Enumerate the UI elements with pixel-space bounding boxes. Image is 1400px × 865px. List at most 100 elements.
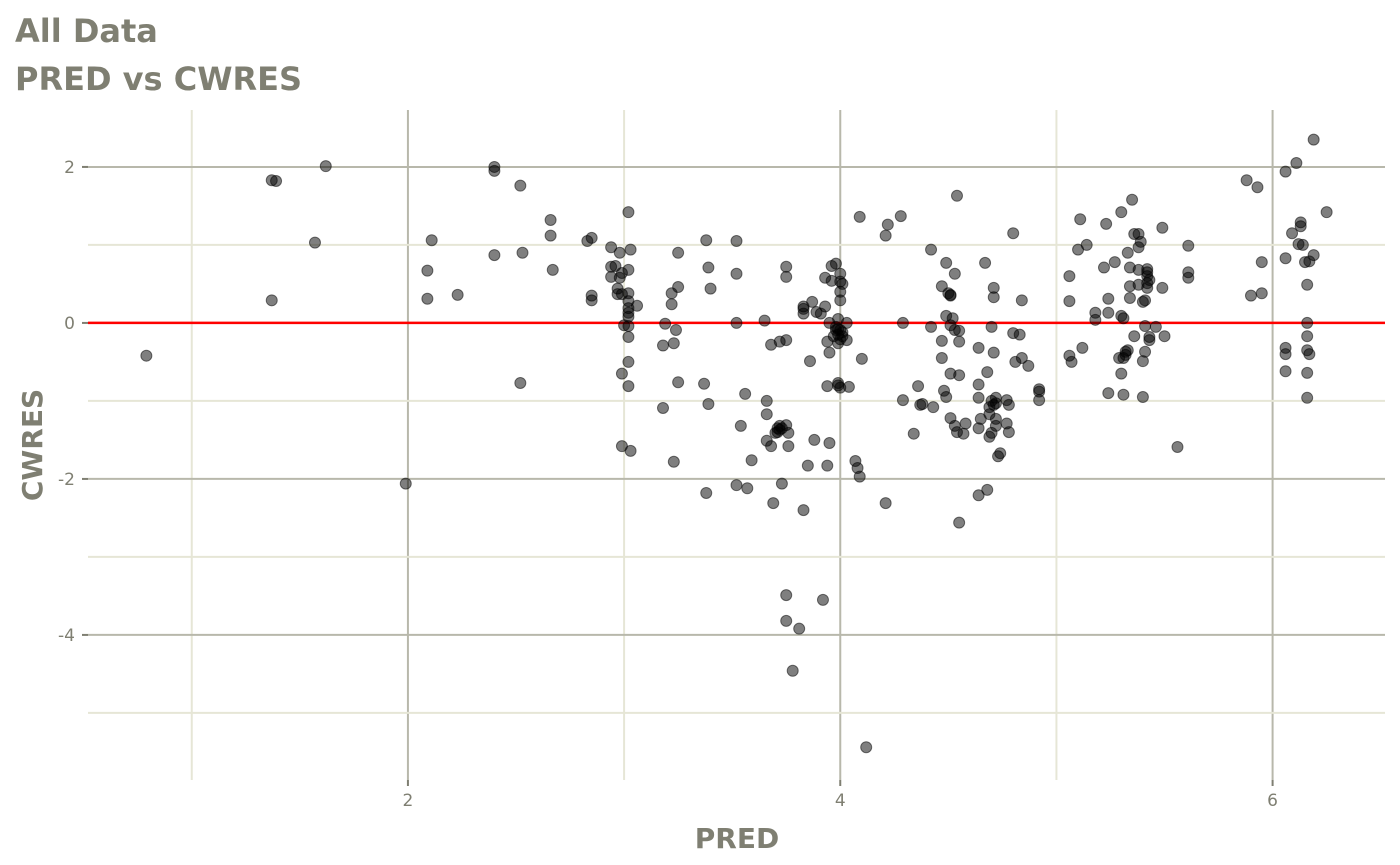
- data-point: [953, 516, 966, 529]
- chart-title: All Data: [15, 12, 158, 50]
- data-point: [730, 235, 743, 248]
- data-point: [972, 341, 985, 354]
- data-point: [767, 497, 780, 510]
- data-point: [896, 394, 909, 407]
- data-point: [399, 477, 412, 490]
- data-point: [657, 339, 670, 352]
- data-point: [613, 271, 626, 284]
- data-point: [1007, 227, 1020, 240]
- data-point: [1121, 344, 1134, 357]
- data-point: [605, 260, 618, 273]
- data-point: [421, 264, 434, 277]
- data-point: [730, 267, 743, 280]
- data-point: [1307, 249, 1320, 262]
- data-point: [1002, 426, 1015, 439]
- data-point: [1301, 391, 1314, 404]
- data-point: [1136, 391, 1149, 404]
- data-point: [793, 622, 806, 635]
- data-point: [1182, 239, 1195, 252]
- data-point: [953, 324, 966, 337]
- data-point: [622, 320, 635, 333]
- y-axis-label: CWRES: [16, 389, 49, 501]
- data-point: [879, 229, 892, 242]
- data-point: [989, 391, 1002, 404]
- data-point: [780, 614, 793, 627]
- data-point: [308, 236, 321, 249]
- data-point: [765, 440, 778, 453]
- data-point: [853, 470, 866, 483]
- data-point: [702, 398, 715, 411]
- data-point: [816, 593, 829, 606]
- data-point: [894, 210, 907, 223]
- data-point: [981, 483, 994, 496]
- data-point: [1156, 281, 1169, 294]
- data-point: [979, 256, 992, 269]
- data-point: [488, 160, 501, 173]
- data-point: [1022, 359, 1035, 372]
- data-point: [270, 174, 283, 187]
- data-point: [916, 398, 929, 411]
- data-point: [615, 367, 628, 380]
- data-point: [780, 260, 793, 273]
- data-point: [672, 376, 685, 389]
- data-point: [1279, 348, 1292, 361]
- ticks: 2 4 6 2 0 -2 -4: [58, 158, 1278, 811]
- data-point: [797, 504, 810, 517]
- data-point: [780, 589, 793, 602]
- data-point: [853, 210, 866, 223]
- data-point: [1139, 345, 1152, 358]
- data-point: [1290, 157, 1303, 170]
- data-point: [983, 430, 996, 443]
- data-point: [840, 334, 853, 347]
- data-point: [451, 288, 464, 301]
- x-tick-label: 2: [403, 791, 414, 811]
- data-point: [425, 234, 438, 247]
- data-point: [546, 263, 559, 276]
- data-point: [1307, 133, 1320, 146]
- data-point: [1279, 165, 1292, 178]
- data-point: [1015, 352, 1028, 365]
- data-point: [782, 426, 795, 439]
- data-point: [1097, 261, 1110, 274]
- data-point: [808, 433, 821, 446]
- data-point: [1108, 256, 1121, 269]
- data-point: [1074, 213, 1087, 226]
- data-point: [1123, 291, 1136, 304]
- data-point: [1115, 367, 1128, 380]
- data-point: [1089, 306, 1102, 319]
- data-point: [585, 231, 598, 244]
- data-point: [1080, 238, 1093, 251]
- data-point: [1158, 330, 1171, 343]
- data-point: [1141, 281, 1154, 294]
- data-point: [896, 316, 909, 329]
- data-point: [698, 377, 711, 390]
- data-point: [622, 263, 635, 276]
- data-point: [659, 317, 672, 330]
- data-point: [1102, 306, 1115, 319]
- data-point: [745, 454, 758, 467]
- data-point: [514, 376, 527, 389]
- data-point: [842, 380, 855, 393]
- y-tick-label: -4: [58, 626, 75, 646]
- data-point: [624, 243, 637, 256]
- data-point: [1139, 294, 1152, 307]
- data-point: [544, 213, 557, 226]
- data-point: [1301, 330, 1314, 343]
- data-point: [959, 417, 972, 430]
- y-tick-label: 0: [64, 314, 75, 334]
- data-point: [605, 241, 618, 254]
- data-point: [734, 419, 747, 432]
- data-point: [760, 408, 773, 421]
- data-point: [700, 234, 713, 247]
- data-point: [1013, 328, 1026, 341]
- data-point: [935, 334, 948, 347]
- data-point: [981, 366, 994, 379]
- data-point: [622, 355, 635, 368]
- data-point: [950, 189, 963, 202]
- data-point: [631, 299, 644, 312]
- data-point: [730, 479, 743, 492]
- data-point: [1255, 256, 1268, 269]
- data-point: [1149, 320, 1162, 333]
- data-point: [1115, 206, 1128, 219]
